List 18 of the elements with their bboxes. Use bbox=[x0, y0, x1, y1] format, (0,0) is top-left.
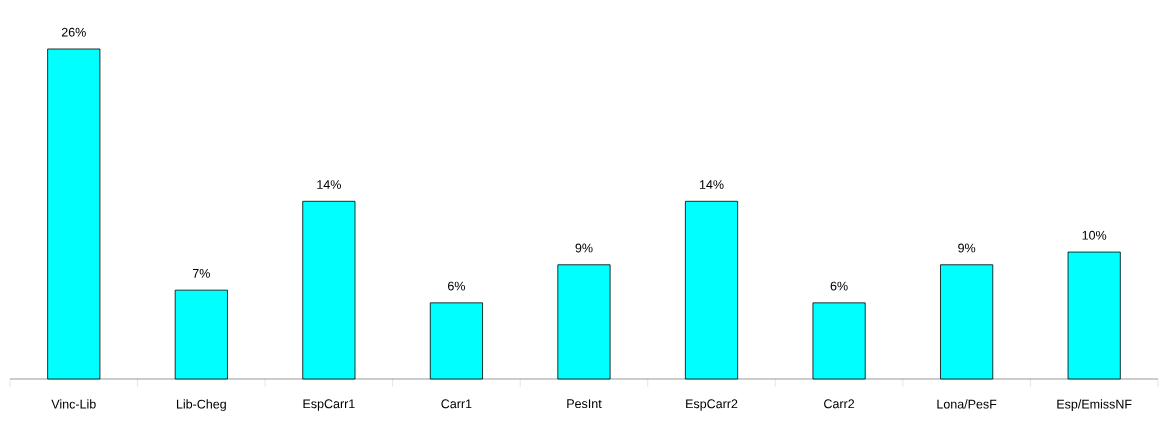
x-tick-label: Lona/PesF bbox=[937, 399, 997, 409]
data-label: 6% bbox=[830, 281, 848, 291]
data-label: 14% bbox=[317, 180, 341, 189]
x-tick-label: Lib-Cheg bbox=[176, 399, 226, 412]
data-label: 14% bbox=[699, 180, 724, 189]
data-label: 26% bbox=[61, 27, 86, 37]
x-tick-label: Esp/EmissNF bbox=[1057, 399, 1132, 412]
x-tick-label: Vinc-Lib bbox=[51, 399, 96, 409]
data-label: 10% bbox=[1082, 230, 1107, 240]
data-label: 9% bbox=[575, 243, 593, 253]
x-tick-label: Carr1 bbox=[441, 399, 472, 409]
data-label: 9% bbox=[958, 243, 976, 253]
x-tick-label: PesInt bbox=[567, 399, 602, 409]
data-label: 7% bbox=[192, 269, 210, 278]
x-tick-label: EspCarr1 bbox=[303, 399, 355, 411]
data-label: 6% bbox=[448, 281, 466, 291]
x-tick-label: EspCarr2 bbox=[686, 399, 738, 411]
x-tick-label: Carr2 bbox=[824, 399, 855, 409]
